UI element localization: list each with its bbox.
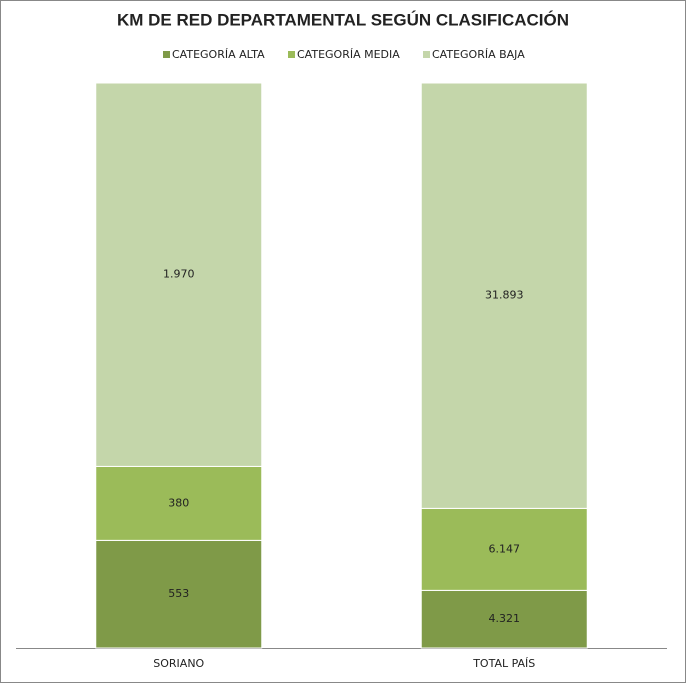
legend-label: CATEGORÍA BAJA [432, 48, 525, 61]
data-label: 6.147 [489, 542, 521, 555]
legend-label: CATEGORÍA MEDIA [297, 48, 400, 61]
bar-segment [420, 507, 588, 591]
bar-segment [95, 539, 263, 649]
legend-swatch [423, 51, 430, 58]
chart-title: KM DE RED DEPARTAMENTAL SEGÚN CLASIFICAC… [117, 10, 569, 29]
bar-segment [420, 589, 588, 649]
data-label: 380 [168, 496, 189, 509]
legend-label: CATEGORÍA ALTA [172, 48, 265, 61]
bar-segment [95, 82, 263, 467]
legend-swatch [288, 51, 295, 58]
data-label: 31.893 [485, 289, 524, 302]
data-label: 553 [168, 587, 189, 600]
x-tick-label: SORIANO [153, 657, 204, 670]
legend-swatch [163, 51, 170, 58]
x-tick-label: TOTAL PAÍS [472, 657, 535, 670]
bar-segment [420, 82, 588, 509]
data-label: 1.970 [163, 268, 195, 281]
data-label: 4.321 [489, 612, 521, 625]
